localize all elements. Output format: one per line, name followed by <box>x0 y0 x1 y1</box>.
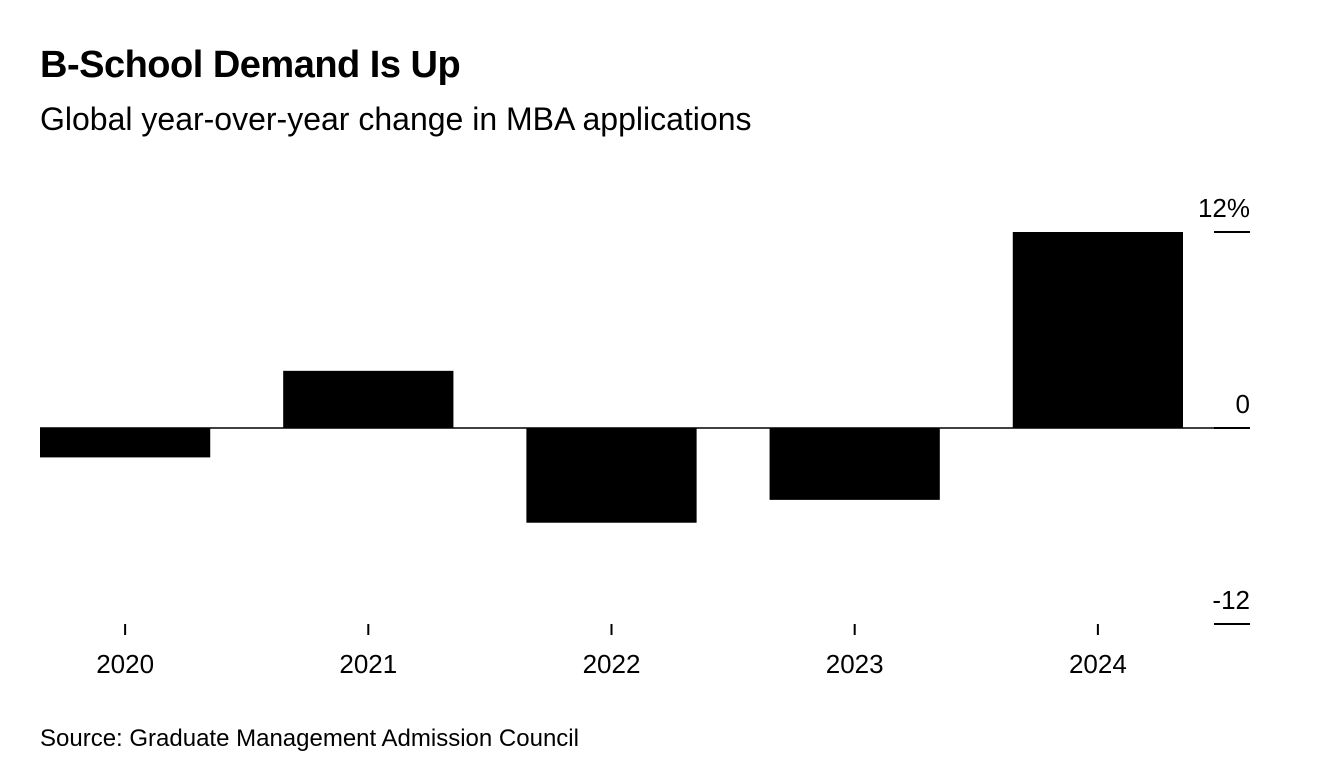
y-axis: 12% 0 -12 <box>1198 193 1250 625</box>
x-tick-label-2024: 2024 <box>1069 649 1127 679</box>
x-tick-label-2020: 2020 <box>96 649 154 679</box>
bars-layer <box>40 232 1183 523</box>
chart-subtitle: Global year-over-year change in MBA appl… <box>40 101 752 137</box>
bar-2020 <box>40 428 211 458</box>
bar-chart: 12% 0 -12 2020 2021 2022 2023 2024 <box>40 193 1250 679</box>
y-tick-label--12: -12 <box>1212 585 1250 615</box>
y-tick-label-0: 0 <box>1236 389 1250 419</box>
chart-title: B-School Demand Is Up <box>40 44 461 86</box>
source-note: Source: Graduate Management Admission Co… <box>40 725 579 752</box>
bar-2023 <box>769 428 940 500</box>
x-tick-label-2023: 2023 <box>826 649 884 679</box>
bar-2024 <box>1012 232 1183 428</box>
bar-2021 <box>283 370 454 428</box>
x-axis: 2020 2021 2022 2023 2024 <box>96 624 1127 679</box>
y-tick-label-12: 12% <box>1198 193 1250 223</box>
x-tick-label-2022: 2022 <box>583 649 641 679</box>
bar-2022 <box>526 428 697 523</box>
x-tick-label-2021: 2021 <box>339 649 397 679</box>
